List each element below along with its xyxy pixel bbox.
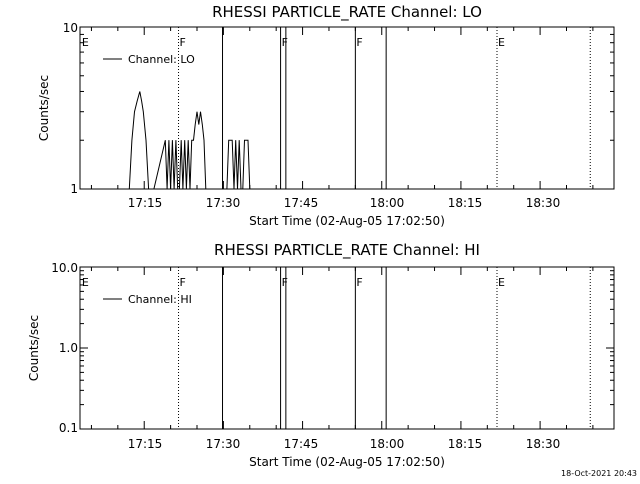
event-marker-label: F <box>356 276 362 289</box>
x-tick-labels: 17:15 17:30 17:45 18:00 18:15 18:30 <box>128 196 561 210</box>
y-tick-label: 10 <box>63 21 78 35</box>
event-marker-label: E <box>82 36 89 49</box>
x-tick-label: 17:45 <box>284 437 319 451</box>
y-tick-label: 1.0 <box>59 341 78 355</box>
x-axis-label: Start Time (02-Aug-05 17:02:50) <box>249 214 445 228</box>
event-marker-label: F <box>356 36 362 49</box>
x-tick-label: 18:30 <box>526 196 561 210</box>
x-tick-labels: 17:15 17:30 17:45 18:00 18:15 18:30 <box>128 437 561 451</box>
x-tick-label: 18:15 <box>448 196 483 210</box>
x-tick-label: 18:15 <box>448 437 483 451</box>
x-tick-label: 18:00 <box>370 437 405 451</box>
y-tick-label: 1 <box>70 182 78 196</box>
x-tick-label: 18:30 <box>526 437 561 451</box>
y-axis-label: Counts/sec <box>37 75 51 141</box>
x-tick-label: 17:15 <box>128 196 163 210</box>
chart-title: RHESSI PARTICLE_RATE Channel: HI <box>214 241 480 260</box>
event-marker-label: F <box>180 276 186 289</box>
event-marker-label: F <box>180 36 186 49</box>
legend-label: Channel: LO <box>128 53 195 66</box>
x-tick-label: 18:00 <box>370 196 405 210</box>
event-marker-label: E <box>82 276 89 289</box>
x-tick-label: 17:30 <box>206 196 241 210</box>
y-tick-label: 0.1 <box>59 421 78 435</box>
x-tick-label: 17:45 <box>284 196 319 210</box>
y-axis-label: Counts/sec <box>27 315 41 381</box>
panel-lo: RHESSI PARTICLE_RATE Channel: LO Counts/… <box>37 3 615 228</box>
x-tick-label: 17:30 <box>206 437 241 451</box>
plot-frame <box>79 26 615 190</box>
panel-hi: RHESSI PARTICLE_RATE Channel: HI Counts/… <box>27 241 615 469</box>
timestamp: 18-Oct-2021 20:43 <box>561 469 637 478</box>
event-marker-label: F <box>282 276 288 289</box>
event-marker-label: F <box>282 36 288 49</box>
x-axis-label: Start Time (02-Aug-05 17:02:50) <box>249 455 445 469</box>
series-line <box>128 91 252 190</box>
x-tick-label: 17:15 <box>128 437 163 451</box>
event-marker-label: E <box>498 276 505 289</box>
event-marker-label: E <box>498 36 505 49</box>
chart-title: RHESSI PARTICLE_RATE Channel: LO <box>212 3 482 22</box>
plot-frame <box>79 266 615 430</box>
y-tick-label: 10.0 <box>51 261 78 275</box>
legend-label: Channel: HI <box>128 293 192 306</box>
